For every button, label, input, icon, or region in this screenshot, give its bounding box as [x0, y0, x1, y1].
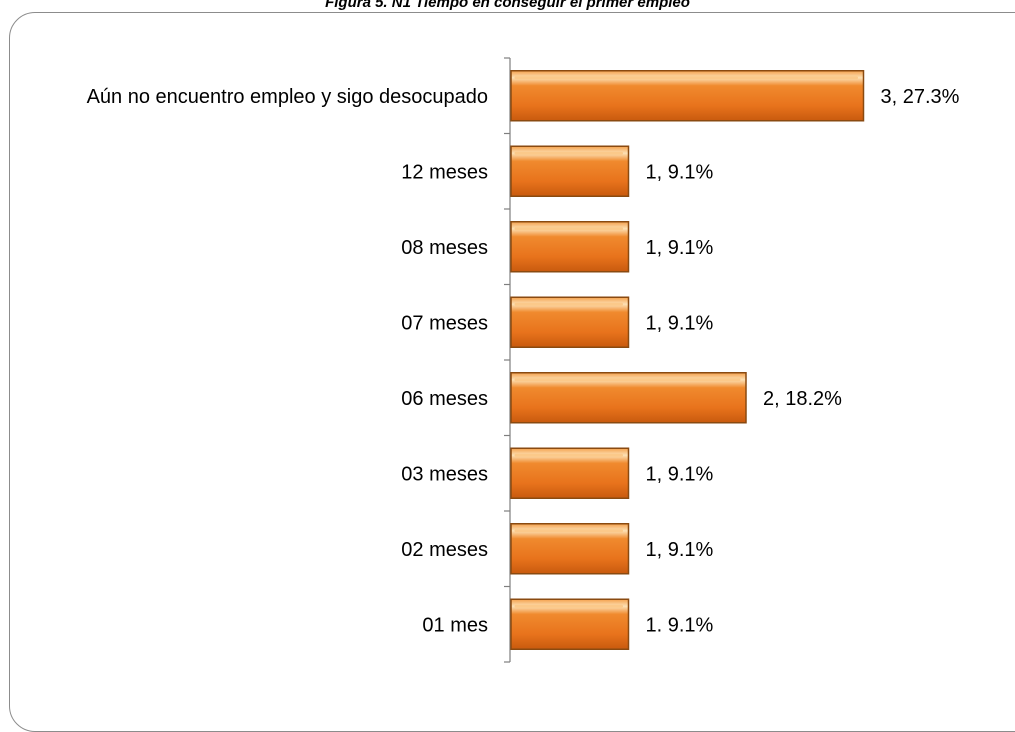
bar [510, 598, 630, 650]
category-label: 02 meses [401, 539, 488, 561]
bar [510, 372, 747, 424]
category-label: Aún no encuentro empleo y sigo desocupad… [87, 86, 488, 108]
category-label: 06 meses [401, 388, 488, 410]
category-label: 08 meses [401, 237, 488, 259]
data-label: 1, 9.1% [646, 539, 714, 561]
data-label: 2, 18.2% [763, 388, 842, 410]
bar [510, 523, 630, 575]
bar [510, 447, 630, 499]
bar-chart: Aún no encuentro empleo y sigo desocupad… [87, 57, 960, 663]
data-label: 3, 27.3% [881, 86, 960, 108]
bar [510, 221, 630, 273]
data-label: 1, 9.1% [646, 312, 714, 334]
category-label: 12 meses [401, 161, 488, 183]
data-label: 1. 9.1% [646, 614, 714, 636]
category-label: 01 mes [422, 614, 488, 636]
bar [510, 70, 865, 122]
bar [510, 296, 630, 348]
data-label: 1, 9.1% [646, 463, 714, 485]
figure-caption: Figura 5. N1 Tiempo en conseguir el prim… [325, 0, 690, 11]
bar [510, 145, 630, 197]
data-label: 1, 9.1% [646, 161, 714, 183]
data-label: 1, 9.1% [646, 237, 714, 259]
category-label: 03 meses [401, 463, 488, 485]
category-label: 07 meses [401, 312, 488, 334]
